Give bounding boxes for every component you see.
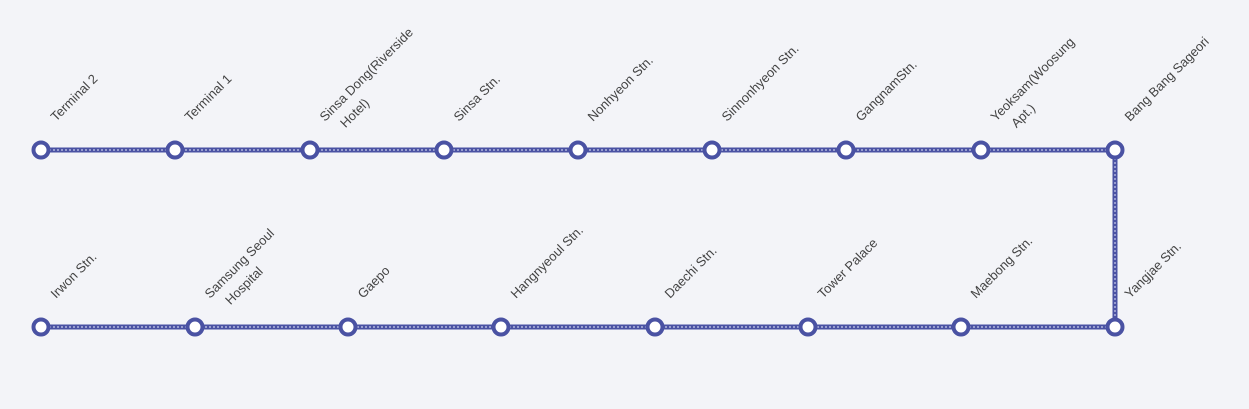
stop-label-line: Irwon Stn. <box>48 249 100 301</box>
stop-marker[interactable] <box>645 317 665 337</box>
stop-marker[interactable] <box>798 317 818 337</box>
route-stops <box>31 140 1125 337</box>
stop-label: Tower Palace <box>815 235 881 301</box>
stop-marker[interactable] <box>568 140 588 160</box>
stop-label: Bang Bang Sageori <box>1122 34 1212 124</box>
stop-label: Irwon Stn. <box>48 249 100 301</box>
stop-label-line: Tower Palace <box>815 235 881 301</box>
stop-label: Sinnonhyeon Stn. <box>719 41 802 124</box>
stop-label-line: Yangjae Stn. <box>1122 239 1185 302</box>
stop-label: Hangnyeoul Stn. <box>508 223 587 302</box>
stop-label: Gaepo <box>355 263 393 301</box>
stop-marker[interactable] <box>338 317 358 337</box>
stop-label-line: Gaepo <box>355 263 393 301</box>
stop-marker[interactable] <box>300 140 320 160</box>
stop-marker[interactable] <box>185 317 205 337</box>
stop-marker[interactable] <box>971 140 991 160</box>
stop-marker[interactable] <box>702 140 722 160</box>
stop-label-line: Nonhyeon Stn. <box>585 53 656 124</box>
stop-label: Maebong Stn. <box>968 233 1036 301</box>
route-labels: Terminal 2 Terminal 1 Sinsa Dong(Riverside… <box>48 25 1212 308</box>
stop-label-line: Sinnonhyeon Stn. <box>719 41 802 124</box>
stop-label-line: Terminal 2 <box>48 71 101 124</box>
stop-marker[interactable] <box>836 140 856 160</box>
stop-label-line: GangnamStn. <box>853 57 920 124</box>
stop-marker[interactable] <box>31 317 51 337</box>
stop-label: Yangjae Stn. <box>1122 239 1185 302</box>
stop-label: Nonhyeon Stn. <box>585 53 656 124</box>
stop-label: Terminal 1 <box>182 71 235 124</box>
stop-marker[interactable] <box>31 140 51 160</box>
stop-marker[interactable] <box>951 317 971 337</box>
stop-marker[interactable] <box>1105 317 1125 337</box>
stop-label: Sinsa Stn. <box>451 72 504 125</box>
stop-label-line: Daechi Stn. <box>662 243 720 301</box>
stop-label-line: Hangnyeoul Stn. <box>508 223 587 302</box>
stop-marker[interactable] <box>1105 140 1125 160</box>
stop-label: Terminal 2 <box>48 71 101 124</box>
stop-label: Daechi Stn. <box>662 243 720 301</box>
stop-label-line: Bang Bang Sageori <box>1122 34 1212 124</box>
stop-marker[interactable] <box>434 140 454 160</box>
stop-label-line: Sinsa Stn. <box>451 72 504 125</box>
stop-label-line: Terminal 1 <box>182 71 235 124</box>
stop-marker[interactable] <box>491 317 511 337</box>
stop-marker[interactable] <box>165 140 185 160</box>
stop-label-line: Maebong Stn. <box>968 233 1036 301</box>
stop-label: GangnamStn. <box>853 57 920 124</box>
